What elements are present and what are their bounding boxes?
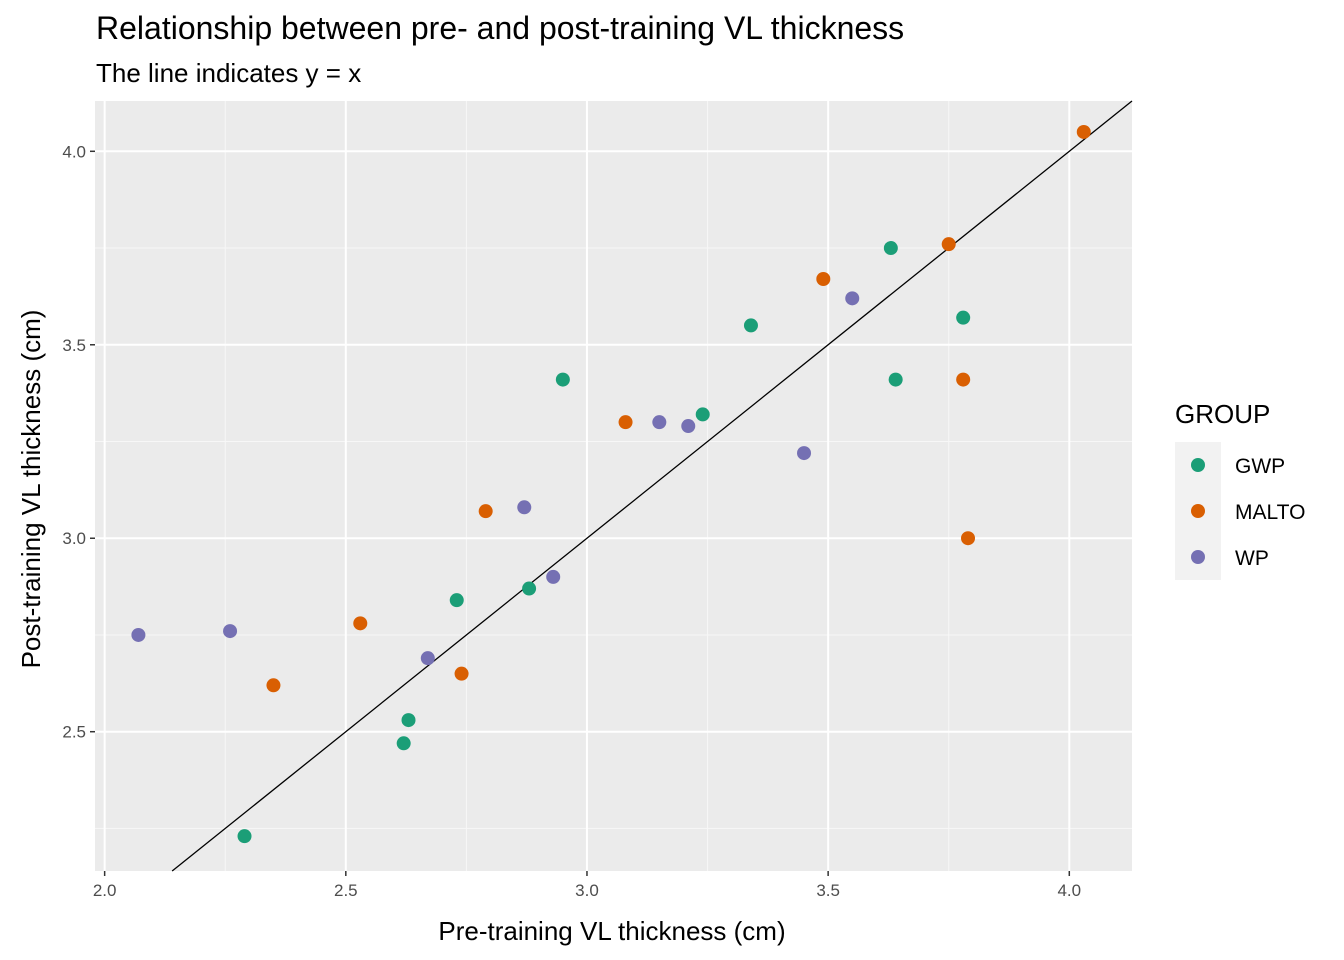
legend-label-malto: MALTO (1235, 501, 1305, 524)
legend-title: GROUP (1175, 399, 1270, 429)
data-point-wp (797, 446, 812, 461)
legend-label-wp: WP (1235, 547, 1269, 570)
data-point-malto (454, 666, 469, 681)
data-point-malto (941, 237, 956, 252)
data-point-gwp (743, 318, 758, 333)
y-axis: 2.5 3.0 3.5 4.0 (62, 142, 95, 742)
data-point-malto (478, 504, 493, 519)
data-point-malto (816, 271, 831, 286)
y-tick-label: 4.0 (62, 142, 86, 161)
data-point-malto (353, 616, 368, 631)
data-point-gwp (449, 593, 464, 608)
data-point-gwp (956, 310, 971, 325)
data-point-wp (845, 291, 860, 306)
x-tick-label: 3.0 (575, 881, 599, 900)
data-point-malto (266, 678, 281, 693)
data-point-wp (546, 569, 561, 584)
plot-panel (95, 101, 1132, 871)
data-point-gwp (883, 241, 898, 256)
legend-swatch-gwp (1191, 458, 1205, 472)
grid-minor (95, 101, 1132, 871)
data-point-gwp (401, 713, 416, 728)
data-point-wp (681, 419, 696, 434)
data-point-wp (131, 627, 146, 642)
chart-title: Relationship between pre- and post-train… (96, 10, 905, 46)
data-point-wp (420, 651, 435, 666)
data-point-malto (961, 531, 976, 546)
data-point-gwp (695, 407, 710, 422)
x-axis-title: Pre-training VL thickness (cm) (438, 916, 785, 946)
data-point-malto (1076, 124, 1091, 139)
data-point-gwp (555, 372, 570, 387)
x-tick-label: 4.0 (1057, 881, 1081, 900)
x-axis: 2.0 2.5 3.0 3.5 4.0 (93, 871, 1081, 900)
data-point-gwp (888, 372, 903, 387)
chart-subtitle: The line indicates y = x (96, 58, 362, 88)
x-tick-label: 2.5 (334, 881, 358, 900)
x-tick-label: 2.0 (93, 881, 117, 900)
legend-swatch-wp (1191, 550, 1205, 564)
data-point-gwp (237, 829, 252, 844)
y-tick-label: 3.0 (62, 529, 86, 548)
data-point-wp (223, 624, 238, 639)
y-tick-label: 2.5 (62, 723, 86, 742)
data-point-gwp (522, 581, 537, 596)
legend: GROUP GWP MALTO WP (1175, 399, 1305, 580)
data-point-wp (517, 500, 532, 515)
legend-label-gwp: GWP (1235, 455, 1285, 478)
data-point-malto (618, 415, 633, 430)
x-tick-label: 3.5 (816, 881, 840, 900)
legend-swatch-malto (1191, 504, 1205, 518)
data-points (131, 124, 1091, 844)
data-point-wp (652, 415, 667, 430)
data-point-gwp (396, 736, 411, 751)
data-point-malto (956, 372, 971, 387)
grid-major (95, 101, 1132, 871)
reference-line (171, 100, 1133, 872)
y-axis-title: Post-training VL thickness (cm) (16, 310, 46, 669)
y-tick-label: 3.5 (62, 336, 86, 355)
reference-line-group (171, 100, 1133, 872)
